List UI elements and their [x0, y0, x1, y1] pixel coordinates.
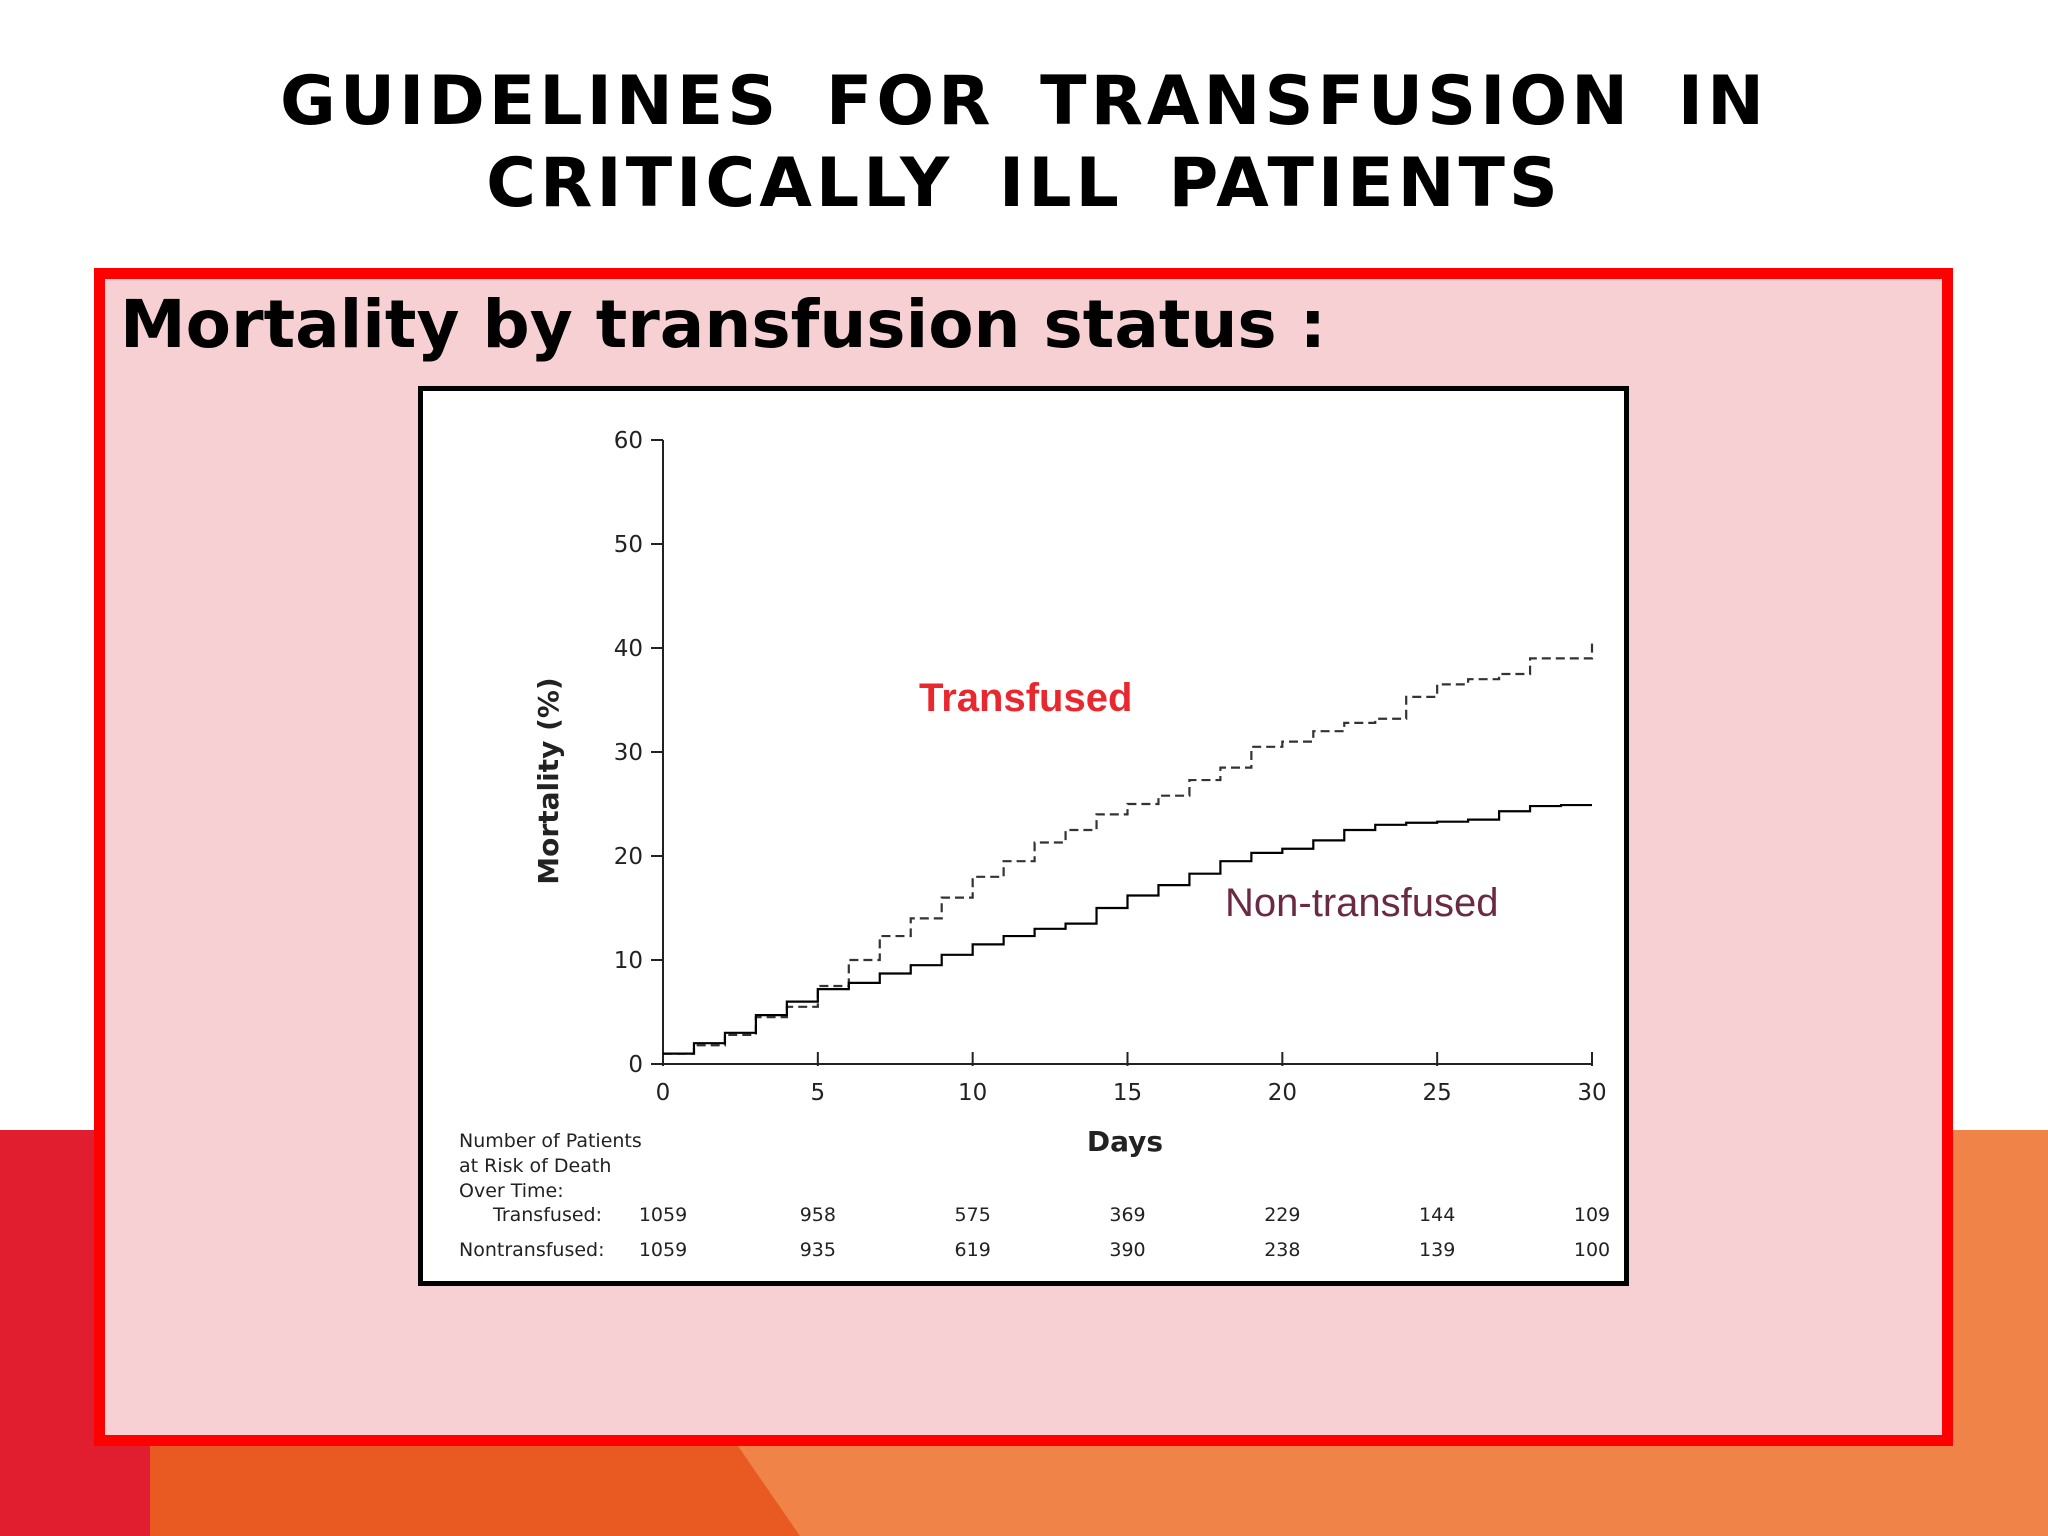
x-tick-label: 30 — [1577, 1080, 1606, 1106]
bg-dark-orange-wedge — [0, 1420, 800, 1536]
mortality-chart: 0 10 20 30 40 50 60 0 5 10 15 20 25 30 Transfused Non… — [459, 428, 1610, 1261]
chart-series — [663, 642, 1594, 1055]
y-tick-label: 30 — [614, 740, 643, 766]
annotation-non-transfused: Non-transfused — [1225, 881, 1498, 925]
y-tick-label: 40 — [614, 636, 643, 662]
x-tick-label: 5 — [811, 1080, 826, 1106]
chart-figure: 0 10 20 30 40 50 60 0 5 10 15 20 25 30 Transfused Non… — [418, 386, 1629, 1286]
risk-table-cell: 144 — [1419, 1204, 1455, 1226]
y-tick-label: 60 — [614, 428, 643, 454]
x-tick-label: 10 — [958, 1080, 987, 1106]
risk-table-cell: 958 — [800, 1204, 836, 1226]
x-tick-label: 0 — [656, 1080, 671, 1106]
risk-table-header-line: at Risk of Death — [459, 1155, 611, 1177]
panel-subtitle: Mortality by transfusion status : — [120, 286, 1327, 363]
risk-table-cell: 139 — [1419, 1239, 1455, 1261]
risk-table-header-line: Over Time: — [459, 1180, 564, 1202]
risk-table-cell: 935 — [800, 1239, 836, 1261]
risk-table-cell: 390 — [1109, 1239, 1145, 1261]
risk-table-cell: 1059 — [639, 1204, 687, 1226]
chart-axes: 0 10 20 30 40 50 60 0 5 10 15 20 25 30 — [614, 428, 1607, 1106]
risk-table-cell: 619 — [955, 1239, 991, 1261]
risk-table-cell: 238 — [1264, 1239, 1300, 1261]
risk-table-header-line: Number of Patients — [459, 1130, 642, 1152]
x-tick-label: 25 — [1423, 1080, 1452, 1106]
y-tick-label: 50 — [614, 532, 643, 558]
risk-table-row-label: Transfused: — [492, 1204, 602, 1226]
slide-title-line-1: GUIDELINES FOR TRANSFUSION IN — [280, 62, 1768, 141]
y-tick-label: 20 — [614, 844, 643, 870]
risk-table-cell: 229 — [1264, 1204, 1300, 1226]
series-line-non-transfused — [663, 803, 1592, 1055]
risk-table-cell: 100 — [1574, 1239, 1610, 1261]
risk-table-cell: 109 — [1574, 1204, 1610, 1226]
risk-table: Number of Patients at Risk of Death Over T… — [459, 1130, 1610, 1261]
slide-title-line-2: CRITICALLY ILL PATIENTS — [486, 144, 1562, 223]
risk-table-cell: 369 — [1109, 1204, 1145, 1226]
x-tick-label: 15 — [1113, 1080, 1142, 1106]
annotation-transfused: Transfused — [919, 676, 1132, 720]
y-tick-label: 0 — [628, 1052, 643, 1078]
y-tick-label: 10 — [614, 948, 643, 974]
x-axis-title: Days — [1087, 1125, 1163, 1158]
risk-table-cell: 1059 — [639, 1239, 687, 1261]
risk-table-row-label: Nontransfused: — [459, 1239, 605, 1261]
x-tick-label: 20 — [1268, 1080, 1297, 1106]
y-axis-title: Mortality (%) — [532, 677, 565, 884]
risk-table-cell: 575 — [955, 1204, 991, 1226]
